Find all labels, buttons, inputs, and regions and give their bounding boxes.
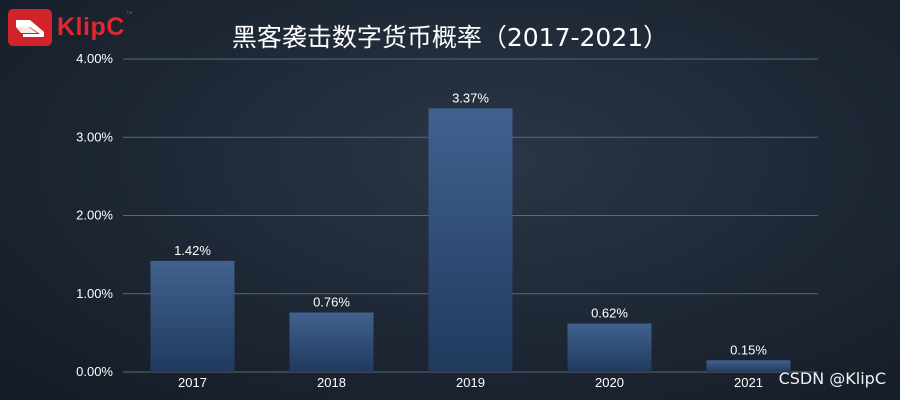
- x-category-label: 2020: [595, 375, 624, 390]
- brand-name: KlipC: [57, 13, 125, 41]
- bar-2021: [706, 360, 791, 372]
- data-label-2018: 0.76%: [313, 295, 350, 310]
- y-tick-label: 1.00%: [76, 286, 113, 301]
- trademark-mark: ™: [125, 11, 133, 18]
- chart-title: 黑客袭击数字货币概率（2017-2021）: [231, 23, 669, 52]
- y-tick-label: 2.00%: [76, 208, 113, 223]
- x-category-label: 2019: [456, 375, 485, 390]
- y-tick-label: 4.00%: [76, 51, 113, 66]
- data-label-2019: 3.37%: [452, 90, 489, 105]
- data-label-2020: 0.62%: [591, 305, 628, 320]
- bar-2019: [428, 108, 513, 373]
- bar-2017: [150, 260, 235, 372]
- watermark: CSDN @KlipC: [778, 369, 886, 388]
- klipc-logo-icon: [8, 9, 52, 46]
- y-tick-label: 3.00%: [76, 129, 113, 144]
- bar-2018: [289, 312, 374, 372]
- brand-logo: KlipC ™: [8, 9, 133, 46]
- x-category-label: 2021: [734, 375, 763, 390]
- data-label-2017: 1.42%: [174, 243, 211, 258]
- x-category-label: 2017: [178, 375, 207, 390]
- data-label-2021: 0.15%: [730, 342, 767, 357]
- y-tick-label: 0.00%: [76, 364, 113, 379]
- x-category-label: 2018: [317, 375, 346, 390]
- bar-2020: [567, 323, 652, 372]
